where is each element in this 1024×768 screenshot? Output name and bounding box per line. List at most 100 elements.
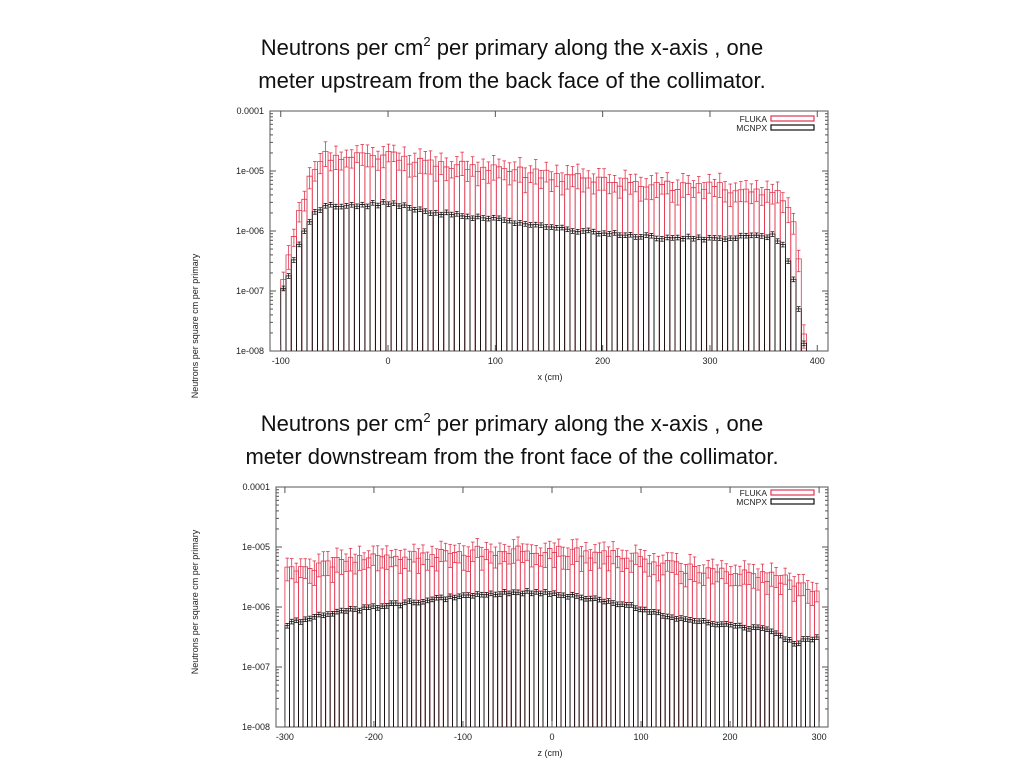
fluka-bar (402, 556, 408, 727)
fluka-bar (809, 590, 815, 727)
fluka-bar (359, 152, 366, 351)
mcnpx-bar (809, 639, 815, 727)
x-tick-label: -100 (272, 356, 290, 366)
mcnpx-bar (406, 600, 413, 727)
mcnpx-bar (595, 233, 602, 351)
fluka-bar (622, 177, 629, 351)
fluka-bar (768, 571, 775, 727)
chart-1-legend: FLUKA MCNPX (736, 114, 815, 133)
fluka-bar (284, 566, 290, 727)
mcnpx-bar (359, 204, 366, 351)
fluka-bar (601, 550, 607, 727)
mcnpx-bar (479, 594, 485, 727)
mcnpx-bar (628, 604, 634, 727)
mcnpx-bar (516, 222, 524, 351)
mcnpx-bar (795, 308, 802, 351)
fluka-bar (365, 557, 372, 727)
fluka-bar (560, 555, 566, 727)
mcnpx-bar (719, 623, 725, 727)
mcnpx-bar (417, 208, 424, 351)
fluka-bar (773, 575, 779, 727)
mcnpx-bar (343, 610, 349, 727)
mcnpx-bar (614, 603, 621, 727)
chart-1-title: Neutrons per cm2 per primary along the x… (0, 31, 1024, 97)
mcnpx-bar (320, 614, 327, 727)
fluka-bar (791, 585, 797, 727)
mcnpx-bar (369, 202, 376, 351)
legend-swatch-mcnpx (770, 498, 815, 505)
mcnpx-bar (316, 614, 322, 727)
x-tick-label: 400 (810, 356, 825, 366)
mcnpx-bar (759, 627, 766, 727)
mcnpx-bar (447, 595, 453, 727)
mcnpx-bar (722, 238, 729, 351)
mcnpx-bar (427, 212, 434, 351)
fluka-bar (722, 189, 729, 351)
mcnpx-bar (723, 623, 729, 727)
mcnpx-bar (700, 239, 708, 351)
chart-1-y-axis-label: Neutrons per square cm per primary (190, 253, 200, 398)
fluka-bar (553, 173, 560, 351)
mcnpx-bar (379, 605, 385, 727)
fluka-bar (361, 559, 367, 727)
fluka-bar (322, 150, 329, 351)
mcnpx-bar (624, 604, 630, 727)
legend-swatch-fluka (770, 489, 815, 496)
y-tick-label: 1e-005 (242, 542, 270, 552)
fluka-bar (298, 566, 304, 727)
mcnpx-bar (753, 234, 760, 351)
mcnpx-bar (483, 594, 490, 727)
title-1-text-a: Neutrons per cm (260, 35, 424, 60)
mcnpx-bar (779, 244, 786, 351)
mcnpx-bar (352, 608, 358, 727)
legend-label-fluka: FLUKA (740, 114, 768, 124)
fluka-bar (795, 258, 802, 351)
fluka-bar (301, 198, 308, 351)
fluka-bar (769, 191, 776, 351)
fluka-bar (424, 559, 431, 727)
mcnpx-bar (527, 224, 534, 351)
mcnpx-bar (787, 639, 793, 727)
mcnpx-bar (306, 221, 313, 351)
y-tick-label: 1e-007 (242, 662, 270, 672)
chart-2-title: Neutrons per cm2 per primary along the x… (0, 407, 1024, 473)
fluka-bar (474, 170, 481, 351)
fluka-bar (737, 573, 743, 727)
mcnpx-bar (559, 227, 566, 351)
mcnpx-bar (774, 240, 781, 351)
mcnpx-bar (565, 596, 571, 727)
mcnpx-bar (585, 229, 592, 351)
mcnpx-bar (716, 237, 723, 351)
fluka-bar (664, 559, 671, 727)
fluka-bar (474, 545, 480, 727)
mcnpx-bar (528, 592, 535, 727)
mcnpx-bar (289, 621, 295, 727)
mcnpx-bar (587, 598, 594, 727)
fluka-bar (519, 551, 526, 727)
fluka-bar (777, 582, 784, 727)
mcnpx-bar (464, 215, 471, 351)
fluka-bar (296, 210, 303, 351)
mcnpx-bar (578, 596, 585, 727)
fluka-bar (574, 547, 580, 727)
fluka-bar (293, 570, 299, 727)
mcnpx-bar (646, 611, 652, 727)
mcnpx-bar (364, 205, 371, 351)
chart-1-bars (280, 141, 807, 351)
mcnpx-bar (365, 606, 372, 727)
mcnpx-bar (764, 236, 771, 351)
fluka-bar (448, 168, 455, 351)
mcnpx-bar (415, 602, 422, 727)
chart-2-y-axis-label: Neutrons per square cm per primary (190, 529, 200, 674)
x-tick-label: 0 (549, 732, 554, 742)
mcnpx-bar (627, 234, 634, 351)
fluka-bar (673, 561, 680, 727)
fluka-bar (483, 549, 490, 727)
mcnpx-bar (637, 236, 644, 351)
title-1-text-b: per primary along the x-axis , one (430, 35, 764, 60)
chart-1-y-ticks: 0.0001 1e-005 1e-006 1e-007 1e-008 (236, 106, 828, 356)
mcnpx-bar (642, 609, 648, 727)
fluka-bar (511, 169, 518, 351)
fluka-bar (447, 553, 453, 727)
mcnpx-bar (522, 223, 529, 351)
